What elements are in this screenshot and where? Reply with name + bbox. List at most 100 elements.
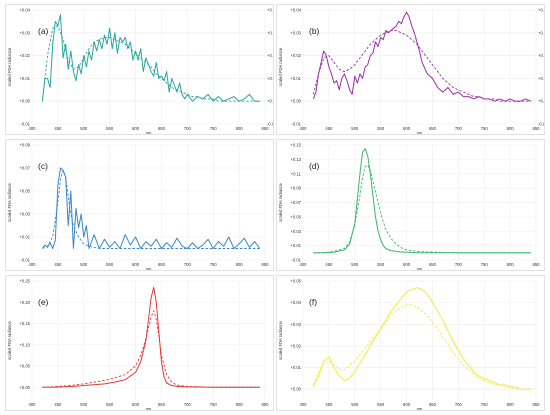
y-tick-label-right: -0.01 xyxy=(538,122,545,127)
x-tick-label: 650 xyxy=(429,262,437,267)
series-line-solid xyxy=(41,14,260,102)
y-tick-label: +0.09 xyxy=(290,186,301,191)
y-tick-label-right: +0.03 xyxy=(267,30,274,35)
x-tick-label: 650 xyxy=(158,402,166,407)
x-tick-label: 850 xyxy=(533,402,541,407)
series-line-solid xyxy=(312,11,532,102)
y-tick-label-right: +0.04 xyxy=(538,8,545,13)
x-tick-label: 450 xyxy=(325,402,333,407)
x-tick-label: 800 xyxy=(507,402,515,407)
x-axis-label: nm xyxy=(417,407,423,412)
y-tick-label-right: +0.02 xyxy=(538,53,545,58)
chart-f: 400 450 500 550 600 650 700 750 800 850 +0.00 +0.01… xyxy=(278,279,541,412)
y-tick-label: +0.15 xyxy=(290,143,301,148)
y-tick-label-right: +0.03 xyxy=(538,30,545,35)
y-axis-label: scaled FDA radiance xyxy=(7,321,12,360)
chart-a: 400 450 500 550 600 650 700 750 800 850-0.01+0.00… xyxy=(7,8,274,136)
x-tick-label: 600 xyxy=(132,126,140,131)
y-tick-label: +0.01 xyxy=(19,76,30,81)
series-line-dashed xyxy=(42,310,260,388)
x-tick-label: 700 xyxy=(455,126,463,131)
x-tick-label: 450 xyxy=(325,126,333,131)
x-tick-label: 800 xyxy=(507,126,515,131)
y-axis-label: scaled FDA radiance xyxy=(7,183,12,222)
y-tick-label: +0.04 xyxy=(19,8,30,13)
x-tick-label: 500 xyxy=(80,402,88,407)
x-tick-label: 550 xyxy=(377,402,385,407)
x-tick-label: 650 xyxy=(429,126,437,131)
panel-label: (c) xyxy=(38,161,48,171)
panel-label: (b) xyxy=(309,26,320,36)
y-axis-label: scaled FDA radiance xyxy=(278,183,283,222)
x-tick-label: 550 xyxy=(377,262,385,267)
x-tick-label: 700 xyxy=(455,262,463,267)
x-tick-label: 850 xyxy=(262,402,270,407)
y-tick-label: +0.05 xyxy=(19,189,30,194)
x-tick-label: 850 xyxy=(262,126,270,131)
x-axis-label: nm xyxy=(417,267,423,272)
y-tick-label: +0.01 xyxy=(290,243,301,248)
y-axis-label: scaled FDA radiance xyxy=(7,47,12,86)
y-tick-label-right: +0.02 xyxy=(267,53,274,58)
panel-f: 400 450 500 550 600 650 700 750 800 850 +0.00 +0.01… xyxy=(276,275,545,411)
y-axis-label: scaled FDA radiance xyxy=(278,47,283,86)
y-tick-label: +0.13 xyxy=(290,157,301,162)
y-tick-label-right: +0.04 xyxy=(267,8,274,13)
y-tick-label: +0.20 xyxy=(19,300,30,305)
chart-e: 400 450 500 550 600 650 700 750 800 850 +0.00 +0.05… xyxy=(7,279,270,412)
series-line-dashed xyxy=(312,304,531,390)
y-tick-label: +0.02 xyxy=(290,53,301,58)
y-tick-label-right: +0.00 xyxy=(538,99,545,104)
x-tick-label: 700 xyxy=(184,262,192,267)
panel-label: (e) xyxy=(38,297,49,307)
series-line-dashed xyxy=(313,164,531,254)
x-tick-label: 700 xyxy=(184,402,192,407)
x-axis-label: nm xyxy=(417,131,423,136)
x-tick-label: 550 xyxy=(377,126,385,131)
x-tick-label: 600 xyxy=(403,262,411,267)
y-tick-label: +0.04 xyxy=(290,300,301,305)
y-tick-label: -0.01 xyxy=(291,258,301,263)
series-line-dashed xyxy=(42,169,260,249)
x-axis-label: nm xyxy=(146,131,152,136)
series-line-dashed xyxy=(312,30,531,102)
y-tick-label: +0.05 xyxy=(290,279,301,284)
y-tick-label: -0.01 xyxy=(291,122,301,127)
x-tick-label: 450 xyxy=(54,262,62,267)
series-line-solid xyxy=(312,286,531,390)
x-axis-label: nm xyxy=(146,267,152,272)
x-tick-label: 850 xyxy=(533,262,541,267)
x-tick-label: 500 xyxy=(351,262,359,267)
x-tick-label: 500 xyxy=(80,126,88,131)
y-tick-label: +0.00 xyxy=(19,385,30,390)
panel-d: 400 450 500 550 600 650 700 750 800 850 -0.01 +0.01… xyxy=(276,139,545,271)
x-tick-label: 750 xyxy=(481,402,489,407)
x-tick-label: 550 xyxy=(106,262,114,267)
y-tick-label: +0.00 xyxy=(19,99,30,104)
series-line-solid xyxy=(42,286,260,388)
x-tick-label: 500 xyxy=(351,126,359,131)
x-tick-label: 400 xyxy=(300,126,308,131)
series-line-solid xyxy=(41,167,261,249)
panel-label: (d) xyxy=(309,161,320,171)
y-tick-label: +0.10 xyxy=(19,342,30,347)
x-tick-label: 550 xyxy=(106,126,114,131)
chart-d: 400 450 500 550 600 650 700 750 800 850 -0.01 +0.01… xyxy=(278,143,541,272)
x-tick-label: 800 xyxy=(236,262,244,267)
x-axis-label: nm xyxy=(146,407,152,412)
x-tick-label: 850 xyxy=(533,126,541,131)
y-tick-label: +0.03 xyxy=(290,229,301,234)
panel-label: (a) xyxy=(38,26,49,36)
y-tick-label: +0.07 xyxy=(290,200,301,205)
series-line-solid xyxy=(313,148,531,254)
chart-c: 400 450 500 550 600 650 700 750 800 850 -0.01 +0.01… xyxy=(7,143,269,272)
y-tick-label: +0.03 xyxy=(290,322,301,327)
y-tick-label: +0.07 xyxy=(19,166,30,171)
y-tick-label: +0.03 xyxy=(19,30,30,35)
panel-b: 400 450 500 550 600 650 700 750 800 850 -0.01 +0.00… xyxy=(276,4,545,135)
y-tick-label: +0.02 xyxy=(290,343,301,348)
x-tick-label: 650 xyxy=(158,262,166,267)
y-tick-label: +0.00 xyxy=(290,387,301,392)
x-tick-label: 750 xyxy=(210,262,218,267)
